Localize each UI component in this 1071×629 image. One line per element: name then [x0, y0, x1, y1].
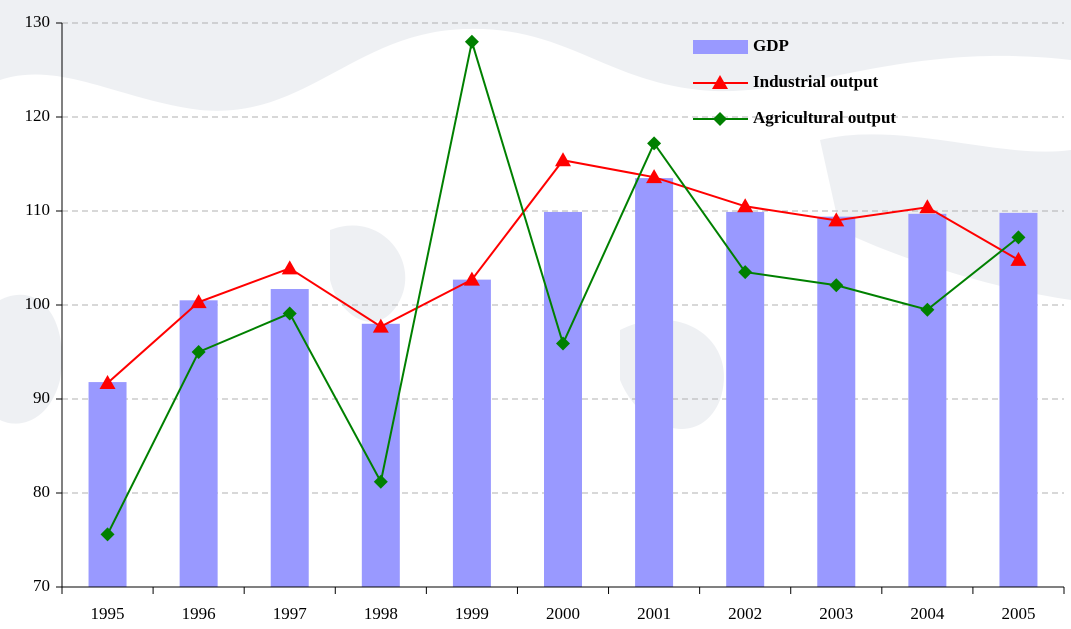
diamond-marker [647, 136, 662, 151]
triangle-marker [555, 152, 571, 167]
y-tick-label: 110 [25, 200, 50, 219]
triangle-marker [1010, 251, 1027, 266]
bar [270, 289, 309, 587]
triangle-marker [281, 260, 298, 275]
x-tick-label: 1996 [182, 604, 216, 623]
x-tick-label: 1999 [455, 604, 489, 623]
bar [817, 216, 856, 587]
y-tick-label: 130 [25, 12, 51, 31]
diamond-marker [191, 345, 206, 359]
diamond-marker [556, 336, 570, 351]
diamond-marker [464, 34, 479, 49]
bar [999, 212, 1038, 587]
triangle-marker [737, 198, 754, 213]
bar [88, 382, 127, 587]
legend-swatch [693, 40, 748, 54]
x-tick-label: 2001 [637, 604, 671, 623]
diamond-marker [829, 278, 844, 293]
diamond-marker [920, 302, 935, 317]
diamond-marker [373, 474, 388, 489]
diamond-marker [738, 265, 753, 280]
triangle-marker [99, 375, 116, 390]
legend-label: Agricultural output [753, 108, 896, 127]
x-tick-label: 1998 [364, 604, 398, 623]
y-tick-label: 120 [25, 106, 51, 125]
legend-label: GDP [753, 36, 789, 55]
x-tick-label: 2005 [1001, 604, 1035, 623]
legend-marker [712, 75, 728, 89]
triangle-marker [463, 271, 480, 286]
bar [452, 279, 491, 587]
y-tick-label: 90 [33, 388, 50, 407]
y-tick-label: 80 [33, 482, 50, 501]
triangle-marker [919, 199, 936, 214]
x-tick-label: 2004 [910, 604, 945, 623]
bar [179, 300, 218, 587]
x-tick-label: 2000 [546, 604, 580, 623]
diamond-marker [1011, 230, 1026, 245]
triangle-marker [372, 318, 389, 333]
bar [908, 213, 947, 587]
x-tick-label: 2002 [728, 604, 762, 623]
bar [635, 178, 674, 587]
bar [544, 211, 582, 587]
triangle-marker [646, 169, 663, 184]
triangle-marker [190, 294, 207, 309]
x-tick-label: 1997 [273, 604, 308, 623]
legend-label: Industrial output [753, 72, 879, 91]
bar [361, 323, 400, 587]
y-tick-label: 100 [25, 294, 51, 313]
legend-marker [713, 112, 727, 126]
x-tick-label: 2003 [819, 604, 853, 623]
y-tick-label: 70 [33, 576, 50, 595]
diamond-marker [282, 306, 297, 321]
x-tick-label: 1995 [91, 604, 125, 623]
diamond-marker [100, 527, 115, 542]
triangle-marker [828, 212, 845, 227]
